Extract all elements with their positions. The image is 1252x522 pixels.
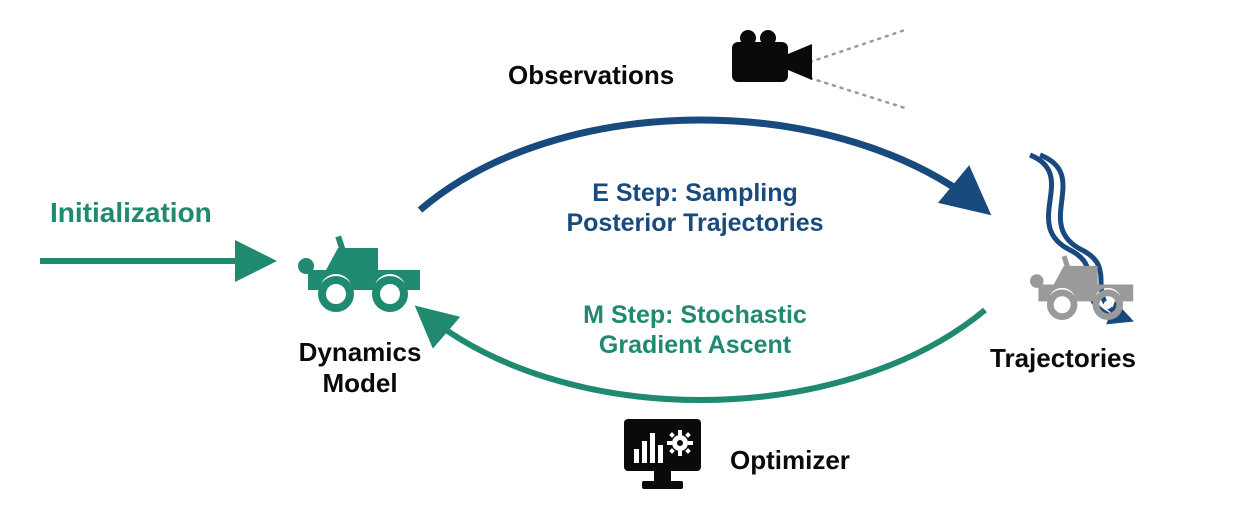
e-step-label: E Step: Sampling Posterior Trajectories: [530, 178, 860, 238]
jeep-icon: [298, 228, 428, 318]
camera-ray-2: [810, 78, 905, 108]
trajectories-label: Trajectories: [990, 343, 1136, 374]
m-step-line2: Gradient Ascent: [599, 331, 791, 359]
dynamics-model-label: Dynamics Model: [280, 337, 440, 399]
dynamics-model-line2: Model: [322, 368, 397, 398]
initialization-label: Initialization: [50, 196, 212, 230]
observations-label: Observations: [508, 60, 674, 91]
camera-ray-1: [810, 30, 905, 62]
dynamics-model-line1: Dynamics: [299, 337, 422, 367]
camera-icon: [730, 30, 820, 90]
e-step-line2: Posterior Trajectories: [566, 209, 823, 237]
m-step-line1: M Step: Stochastic: [583, 301, 807, 329]
monitor-icon: [620, 415, 705, 493]
e-step-line1: E Step: Sampling: [592, 179, 798, 207]
optimizer-label: Optimizer: [730, 445, 850, 476]
m-step-label: M Step: Stochastic Gradient Ascent: [530, 300, 860, 360]
jeep-gray-icon: [1030, 248, 1140, 326]
